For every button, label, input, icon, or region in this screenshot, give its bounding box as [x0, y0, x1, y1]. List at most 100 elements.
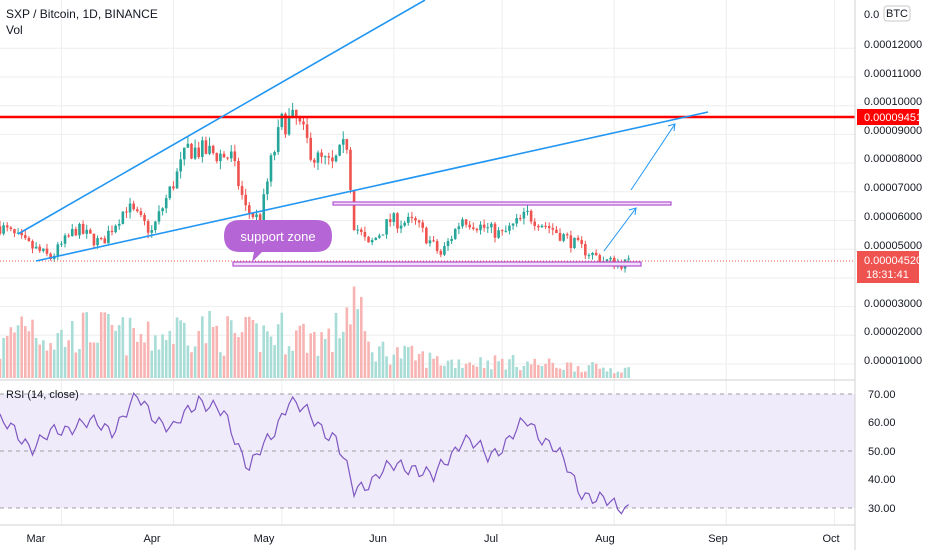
volume-bar [219, 352, 222, 378]
resistance-price-label: 0.00009451 [864, 112, 922, 124]
candle-body [85, 229, 89, 234]
volume-bar [208, 311, 211, 378]
candle-body [349, 149, 352, 190]
volume-bar [143, 342, 146, 378]
volume-bar [9, 327, 13, 378]
volume-bar [551, 362, 555, 378]
candle-body [414, 218, 417, 221]
candle-body [110, 230, 114, 233]
rsi-axis[interactable]: 70.00 60.00 50.00 40.00 30.00 [868, 389, 896, 515]
candle-body [27, 237, 31, 242]
volume-bar [280, 312, 284, 378]
candle-body [392, 213, 396, 223]
volume-bar [23, 326, 27, 378]
volume-bar [294, 330, 298, 378]
volume-bar [515, 366, 518, 378]
volume-bar [287, 346, 291, 378]
rsi-tick: 60.00 [868, 417, 896, 429]
volume-bar [117, 325, 121, 378]
volume-bar [410, 345, 414, 378]
projection-arrow-2[interactable] [630, 123, 676, 191]
currency-badge[interactable] [883, 5, 911, 22]
candle-body [128, 203, 132, 213]
candle-body [587, 255, 591, 257]
candle-body [453, 229, 457, 239]
candle-body [248, 205, 251, 213]
candle-body [493, 223, 497, 238]
volume-bar [258, 352, 262, 378]
price-tick: 0.00006000 [864, 211, 922, 223]
volume-bar [533, 358, 537, 378]
volume-bar [316, 355, 320, 378]
volume-bar [623, 367, 627, 378]
volume-bar [584, 371, 587, 378]
volume-bar [544, 363, 547, 378]
candle-body [99, 238, 103, 240]
volume-bar [31, 319, 34, 378]
candle-body [197, 147, 201, 157]
candle-body [182, 147, 186, 160]
volume-bar [569, 362, 573, 378]
candle-body [211, 145, 215, 154]
current-price-badge [857, 251, 919, 283]
candle-body [316, 152, 320, 163]
candle-body [584, 244, 587, 256]
volume-bar [78, 349, 81, 378]
support-zone-callout[interactable]: support zone [224, 220, 332, 262]
volume-bar [255, 323, 258, 378]
volume-bar [273, 345, 276, 378]
range-top-zone[interactable] [332, 201, 672, 206]
lower-wedge-trendline[interactable] [35, 111, 709, 262]
candle-body [551, 228, 555, 230]
volume-bar [425, 367, 428, 378]
volume-bar [406, 347, 410, 378]
candle-body [204, 140, 208, 154]
candle-body [190, 143, 193, 159]
candle-body [576, 237, 580, 240]
candle-body [356, 229, 359, 231]
volume-bar [453, 367, 457, 378]
candle-body [421, 222, 425, 228]
candle-body [425, 227, 428, 244]
volume-bar [161, 334, 164, 378]
projection-arrow-1[interactable] [603, 207, 637, 252]
volume-bar [421, 351, 425, 378]
upper-wedge-trendline[interactable] [17, 0, 426, 235]
candle-body [215, 153, 219, 162]
candle-body [547, 226, 551, 229]
volume-bar [179, 320, 182, 378]
projection-arrows[interactable] [603, 123, 676, 252]
volume-bar [493, 355, 497, 378]
candle-body [273, 152, 276, 156]
candle-body [222, 153, 226, 158]
candle-body [146, 221, 150, 233]
price-tick: 0.00002000 [864, 326, 922, 338]
candle-body [125, 211, 128, 213]
support-zone-box[interactable] [232, 261, 642, 267]
resistance-price-badge [857, 109, 919, 125]
time-axis[interactable]: Mar Apr May Jun Jul Aug Sep Oct [27, 533, 840, 545]
volume-bar [186, 345, 190, 378]
candle-body [522, 211, 526, 219]
candle-body [266, 181, 269, 195]
rsi-line [0, 392, 630, 515]
candle-body [74, 228, 78, 236]
candle-body [229, 151, 233, 159]
candle-body [89, 229, 92, 234]
price-tick: 0.00005000 [864, 240, 922, 252]
candle-body [237, 161, 240, 187]
volume-bar [323, 339, 327, 378]
volume-bar [226, 316, 229, 378]
volume-bar [573, 371, 576, 378]
price-axis[interactable]: 0.0 0.00012000 0.00011000 0.00010000 0.0… [864, 9, 922, 367]
volume-bar [70, 321, 74, 378]
volume-bar [363, 331, 367, 378]
candle-body [515, 218, 518, 224]
countdown-label: 18:31:41 [866, 269, 909, 281]
volume-label: Vol [6, 23, 23, 37]
candle-body [20, 232, 23, 236]
candle-body [179, 159, 182, 172]
candle-body [49, 253, 52, 259]
volume-bar [486, 360, 490, 378]
volume-bar [237, 336, 240, 378]
